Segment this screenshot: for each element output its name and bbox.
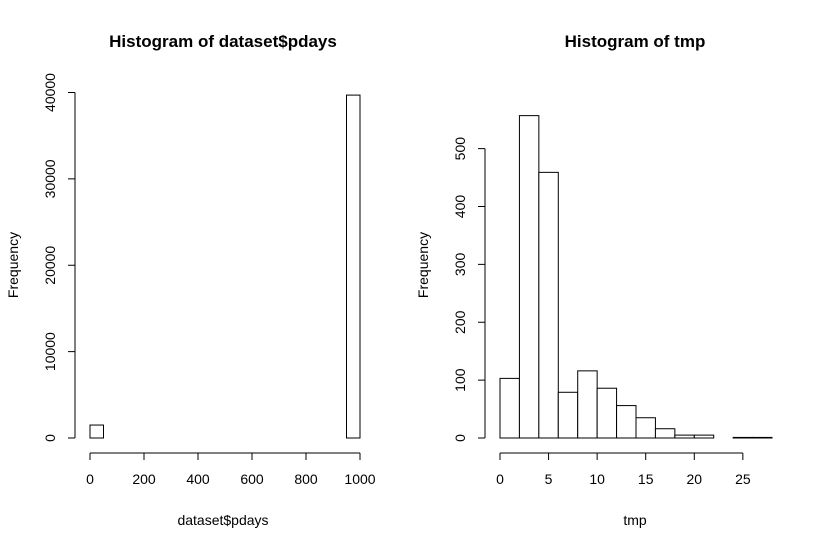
x-axis: 0 200 400 600 800 1000: [86, 452, 376, 487]
chart-title: Histogram of tmp: [565, 32, 706, 51]
histogram-bar: [674, 434, 695, 439]
y-tick-label: 300: [452, 252, 468, 276]
x-tick-label: 0: [86, 471, 94, 487]
y-tick-label: 0: [452, 434, 468, 442]
x-tick-label: 1000: [344, 471, 375, 487]
histogram-bar: [346, 94, 361, 439]
histogram-bar: [635, 417, 656, 439]
x-tick-label: 200: [132, 471, 156, 487]
y-tick-label: 20000: [42, 246, 58, 285]
y-axis: 0 10000 20000 30000 40000: [42, 73, 76, 442]
histogram-bar: [499, 377, 520, 439]
histogram-bar: [752, 436, 773, 439]
histogram-bar: [596, 387, 618, 439]
x-tick-label: 800: [294, 471, 318, 487]
histogram-bar: [89, 424, 104, 439]
x-tick-label: 0: [496, 471, 504, 487]
histogram-bar: [654, 428, 676, 439]
histogram-bar: [616, 405, 637, 439]
y-axis-label: Frequency: [5, 232, 21, 298]
x-axis: 0 5 10 15 20 25: [496, 452, 751, 487]
chart-title: Histogram of dataset$pdays: [109, 32, 337, 51]
x-tick-label: 25: [735, 471, 751, 487]
y-tick-label: 400: [452, 195, 468, 219]
bars: [499, 115, 773, 439]
x-tick-label: 10: [589, 471, 605, 487]
y-tick-label: 0: [42, 434, 58, 442]
x-tick-label: 20: [686, 471, 702, 487]
y-axis-label: Frequency: [415, 232, 431, 298]
y-tick-label: 10000: [42, 332, 58, 371]
x-tick-label: 400: [186, 471, 210, 487]
histogram-panel-pdays: Histogram of dataset$pdays dataset$pdays…: [5, 32, 376, 528]
histogram-bar: [518, 115, 540, 439]
y-tick-label: 40000: [42, 73, 58, 112]
x-axis-label: dataset$pdays: [177, 512, 268, 528]
histogram-bar: [693, 434, 715, 439]
y-tick-label: 500: [452, 137, 468, 161]
histogram-bar: [557, 391, 579, 439]
bars: [89, 94, 361, 439]
x-axis-label: tmp: [623, 512, 647, 528]
x-tick-label: 600: [240, 471, 264, 487]
histogram-bar: [538, 171, 559, 439]
y-axis: 0 100 200 300 400 500: [452, 137, 486, 442]
histogram-bar: [577, 370, 598, 439]
x-tick-label: 15: [638, 471, 654, 487]
histogram-bar: [732, 436, 754, 439]
x-tick-label: 5: [545, 471, 553, 487]
y-tick-label: 200: [452, 310, 468, 334]
y-tick-label: 100: [452, 368, 468, 392]
histogram-panel-tmp: Histogram of tmp tmp Frequency 0 5 10 15 20 2…: [415, 32, 773, 528]
y-tick-label: 30000: [42, 159, 58, 198]
